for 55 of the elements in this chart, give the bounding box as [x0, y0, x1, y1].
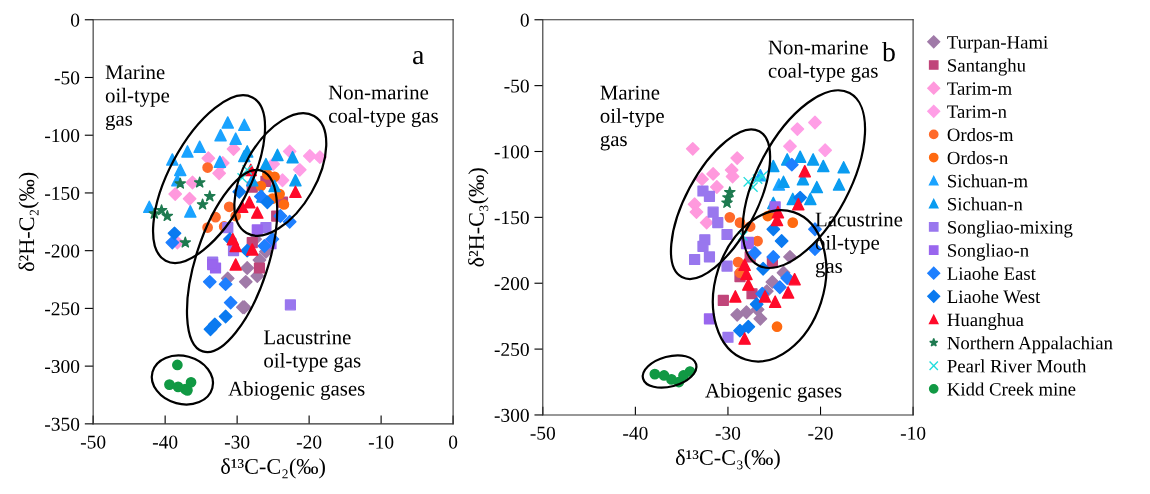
x-axis-title: δ¹³C-C₃(‰)	[675, 449, 780, 470]
annotation: Marine oil-type gas	[600, 85, 664, 151]
x-tick-label: 0	[448, 435, 458, 449]
annotation: a	[413, 51, 425, 65]
x-tick-label: -50	[80, 435, 106, 449]
annotation: Abiogenic gases	[705, 382, 842, 402]
y-tick-label: -100	[45, 129, 80, 143]
y-tick-label: -250	[494, 342, 529, 357]
x-tick-label: -30	[715, 426, 741, 440]
y-axis-title: δ²H-C₂(‰)	[18, 172, 39, 272]
x-tick-label: -30	[224, 435, 250, 449]
y-tick-label: -350	[45, 417, 80, 431]
x-tick-label: -10	[368, 435, 394, 449]
legend-label: Liaohe West	[947, 289, 1041, 304]
annotation: Non-marine coal-type gas	[328, 85, 438, 127]
x-tick-label: -40	[152, 435, 178, 449]
annotation: b	[881, 41, 895, 62]
x-tick-label: -40	[623, 426, 648, 440]
y-tick-label: -100	[494, 145, 529, 159]
legend-label: Huanghua	[947, 313, 1024, 331]
y-tick-label: 0	[70, 13, 80, 27]
y-axis-title: δ²H-C₃(‰)	[468, 168, 489, 267]
y-tick-label: -300	[45, 359, 80, 374]
legend-label: Santanghu	[948, 58, 1026, 76]
legend-label: Turpan-Hami	[947, 36, 1048, 53]
x-axis-title: δ¹³C-C₂(‰)	[221, 458, 325, 479]
legend-label: Tarim-n	[947, 105, 1007, 119]
legend-label: Ordos-n	[947, 151, 1009, 165]
y-tick-label: 0	[520, 13, 529, 27]
legend-label: Sichuan-m	[948, 174, 1028, 188]
legend-label: Liaohe East	[947, 266, 1036, 280]
legend-label: Kidd Creek mine	[947, 382, 1076, 396]
legend-label: Sichuan-n	[948, 197, 1023, 211]
legend-label: Songliao-mixing	[948, 220, 1073, 238]
y-tick-label: -250	[45, 302, 80, 316]
legend-label: Ordos-m	[947, 127, 1014, 142]
x-tick-label: -10	[900, 426, 926, 440]
annotation: Non-marine coal-type gas	[768, 40, 878, 83]
y-tick-label: -300	[494, 408, 529, 422]
annotation: Lacustrine oil-type gas	[264, 330, 361, 372]
y-tick-label: -200	[45, 244, 80, 258]
x-tick-label: -50	[530, 426, 556, 440]
annotation: Abiogenic gases	[228, 381, 365, 400]
legend-label: Songliao-n	[948, 243, 1029, 261]
legend-label: Pearl River Mouth	[947, 359, 1087, 373]
y-tick-label: -150	[494, 211, 529, 225]
legend-label: Northern Appalachian	[947, 336, 1113, 354]
x-tick-label: -20	[808, 426, 833, 440]
y-tick-label: -150	[45, 186, 80, 200]
y-tick-label: -50	[504, 79, 529, 93]
legend-label: Tarim-m	[947, 82, 1012, 95]
y-tick-label: -200	[494, 277, 529, 291]
x-tick-label: -20	[296, 435, 322, 449]
annotation: Marine oil-type gas	[105, 65, 170, 131]
y-tick-label: -50	[54, 71, 80, 85]
